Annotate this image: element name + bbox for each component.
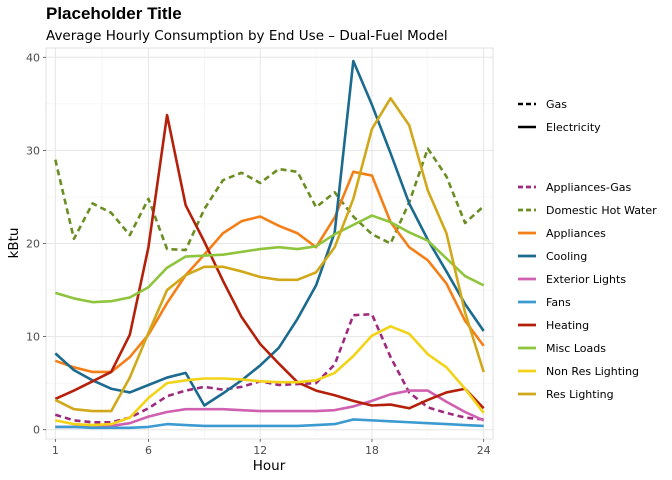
x-tick-label: 12 bbox=[253, 444, 267, 457]
fuel-legend-label: Electricity bbox=[546, 121, 601, 134]
y-tick-label: 10 bbox=[26, 331, 40, 344]
x-axis-label: Hour bbox=[253, 458, 286, 474]
y-tick-label: 0 bbox=[33, 424, 40, 437]
series-legend-label: Heating bbox=[546, 319, 589, 332]
series-line-appliances-gas bbox=[54, 312, 484, 424]
series-legend-label: Non Res Lighting bbox=[546, 365, 639, 378]
x-tick-label: 18 bbox=[365, 444, 379, 457]
x-tick-label: 6 bbox=[145, 444, 152, 457]
x-tick-label: 24 bbox=[477, 444, 491, 457]
series-line-cooling bbox=[54, 59, 485, 407]
series-legend-label: Domestic Hot Water bbox=[546, 204, 657, 217]
series-legend-label: Exterior Lights bbox=[546, 273, 626, 286]
series-legend-label: Appliances-Gas bbox=[546, 181, 631, 194]
y-axis-label: kBtu bbox=[6, 228, 22, 259]
series-legend-label: Cooling bbox=[546, 250, 587, 263]
series-legend-label: Misc Loads bbox=[546, 342, 606, 355]
series-line-res-lighting bbox=[54, 96, 485, 413]
y-tick-label: 40 bbox=[26, 51, 40, 64]
chart-subtitle: Average Hourly Consumption by End Use – … bbox=[46, 28, 448, 44]
series-legend-label: Appliances bbox=[546, 227, 606, 240]
series-line-exterior-lights bbox=[55, 389, 485, 429]
y-tick-label: 20 bbox=[26, 238, 40, 251]
series-line-misc-loads bbox=[54, 214, 485, 304]
grid bbox=[45, 47, 494, 440]
axis-ticks: 0 10 20 30 40 1 6 12 18 24 bbox=[26, 51, 491, 457]
series-line-fans bbox=[55, 418, 484, 430]
series-line-non-res-lighting bbox=[55, 325, 485, 427]
x-tick-label: 1 bbox=[52, 444, 59, 457]
series-legend-label: Res Lighting bbox=[546, 388, 614, 401]
series-line-heating bbox=[54, 113, 485, 410]
series-legend-label: Fans bbox=[546, 296, 571, 309]
series-line-domestic-hot-water bbox=[54, 147, 485, 252]
series-lines bbox=[54, 59, 485, 430]
chart-title: Placeholder Title bbox=[46, 4, 182, 23]
series-line-appliances bbox=[54, 170, 485, 374]
fuel-legend-label: Gas bbox=[546, 98, 567, 111]
series-legend: Appliances-Gas Domestic Hot Water Applianc… bbox=[518, 181, 657, 401]
fuel-legend: Gas Electricity bbox=[518, 98, 601, 134]
y-tick-label: 30 bbox=[26, 144, 40, 157]
